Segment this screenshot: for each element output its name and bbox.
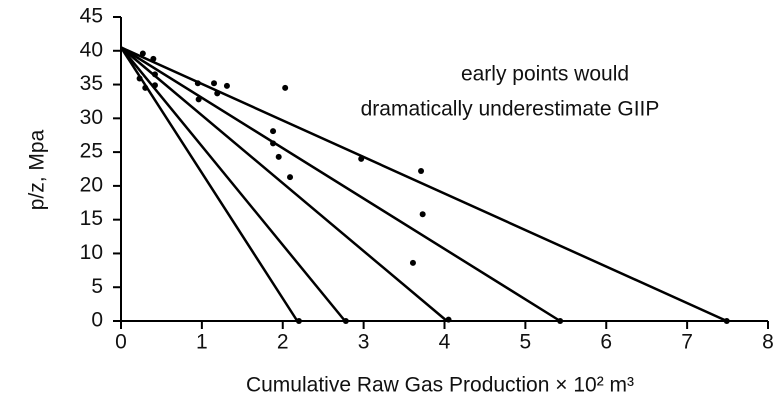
x-tick-label: 0: [115, 331, 127, 354]
fit-line: [119, 46, 299, 322]
data-point: [342, 318, 349, 324]
x-tick-label: 1: [196, 331, 208, 354]
fit-line: [120, 46, 448, 322]
data-point: [275, 153, 282, 160]
data-point: [150, 55, 157, 62]
data-point: [287, 174, 294, 181]
y-tick-label: 40: [80, 38, 103, 61]
x-tick-label: 6: [600, 331, 612, 354]
data-point: [136, 75, 143, 82]
data-point: [270, 140, 277, 147]
y-tick-label: 0: [91, 309, 103, 332]
data-point: [214, 90, 221, 97]
data-point: [142, 84, 149, 91]
fit-line: [120, 46, 561, 323]
y-axis-label: p/z, Mpa: [26, 129, 49, 210]
annotation: dramatically underestimate GIIP: [361, 98, 660, 121]
x-axis-label: Cumulative Raw Gas Production × 10² m³: [246, 374, 634, 397]
data-point: [358, 155, 365, 162]
data-point: [418, 168, 425, 175]
data-point: [270, 128, 277, 135]
data-point: [139, 50, 146, 57]
x-tick-label: 8: [762, 331, 774, 354]
x-tick-label: 4: [439, 331, 451, 354]
y-tick-label: 5: [91, 275, 103, 298]
data-point: [194, 80, 201, 87]
x-tick-label: 2: [277, 331, 289, 354]
y-tick-label: 10: [80, 241, 103, 264]
data-point: [282, 84, 289, 91]
data-point: [223, 82, 230, 89]
y-tick-label: 25: [80, 140, 103, 163]
data-point: [419, 211, 426, 218]
data-point: [151, 82, 158, 89]
data-point: [211, 80, 218, 87]
fit-line: [120, 46, 346, 322]
data-point: [195, 96, 202, 103]
data-point: [295, 318, 302, 324]
data-point: [445, 316, 452, 323]
y-tick-label: 15: [80, 207, 103, 230]
x-tick-label: 7: [681, 331, 693, 354]
x-tick-label: 5: [520, 331, 532, 354]
data-point: [723, 318, 730, 324]
x-tick-label: 3: [358, 331, 370, 354]
annotation: early points would: [461, 63, 629, 86]
data-point: [151, 71, 158, 78]
y-tick-label: 20: [80, 173, 103, 196]
data-point: [557, 318, 564, 324]
y-tick-label: 30: [80, 106, 103, 129]
y-tick-label: 35: [80, 72, 103, 95]
data-point: [409, 259, 416, 266]
fit-line: [120, 46, 728, 323]
y-tick-label: 45: [80, 5, 103, 28]
